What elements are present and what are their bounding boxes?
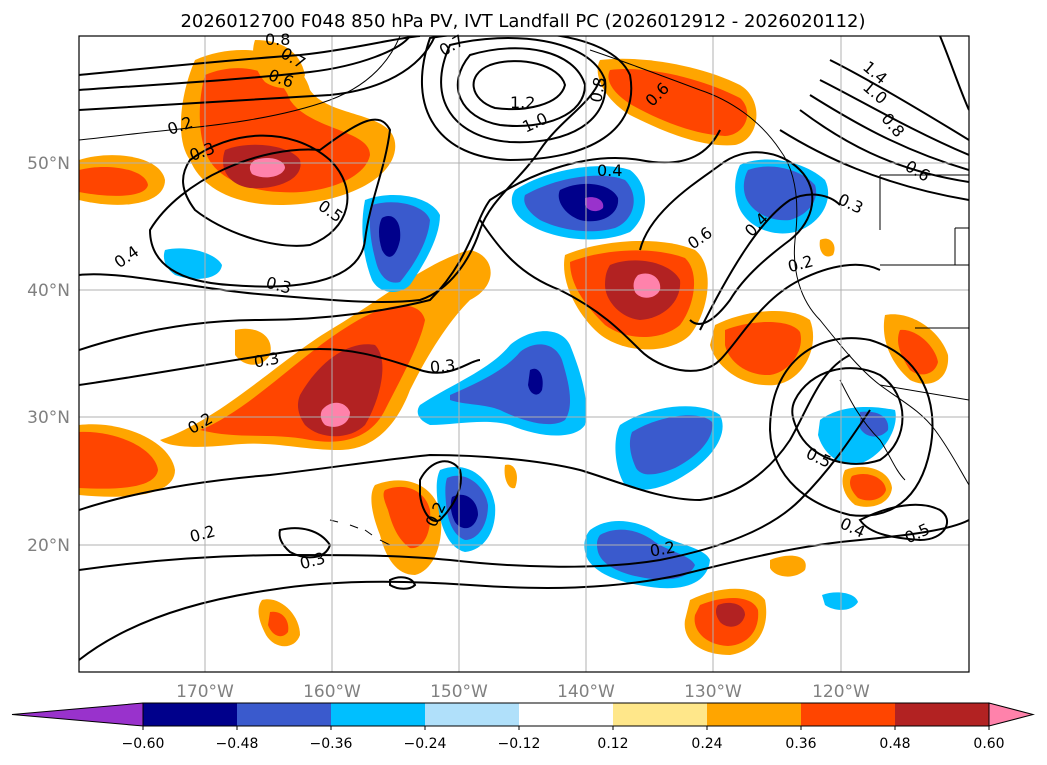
negative-pv-blobs — [163, 159, 896, 610]
contour-0.3-small — [278, 527, 332, 559]
contour-label: 0.3 — [429, 356, 456, 377]
coastline-north-america — [589, 49, 969, 486]
lat-tick-label: 20°N — [27, 536, 70, 556]
colorbar-tick-label: −0.12 — [498, 736, 541, 752]
contour-north-b — [79, 36, 411, 91]
contour-0.2-southlow — [79, 409, 871, 571]
lon-tick-labels: 170°W 160°W 150°W 140°W 130°W 120°W — [176, 682, 870, 702]
colorbar-bin — [237, 703, 332, 726]
graticule — [79, 36, 969, 672]
lon-tick-label: 140°W — [557, 682, 615, 702]
coastline-alaska — [79, 36, 401, 141]
colorbar-extend-high — [988, 702, 1035, 727]
colorbar-tick-label: 0.36 — [785, 736, 816, 752]
colorbar-tick-label: −0.60 — [122, 736, 165, 752]
border-lines — [879, 174, 969, 401]
contour-small-loop — [389, 576, 417, 590]
contour-label: 0.8 — [265, 30, 290, 49]
contour-high-0.7 — [421, 36, 633, 162]
figure-title: 2026012700 F048 850 hPa PV, IVT Landfall… — [180, 11, 865, 32]
contour-1.4 — [829, 59, 969, 141]
colorbar-outline — [142, 702, 990, 727]
contour-0.3-east — [479, 219, 881, 372]
contour-north-a — [79, 36, 421, 76]
colorbar-bin — [331, 703, 426, 726]
contour-0.5-baja — [791, 367, 904, 465]
contour-ne-edge — [939, 36, 969, 111]
colorbar-tick-label: 0.60 — [973, 736, 1004, 752]
colorbar-tick-label: 0.12 — [597, 736, 628, 752]
colorbar-tick-label: −0.36 — [310, 736, 353, 752]
colorbar-extend-low — [11, 702, 144, 727]
positive-pv-south — [258, 238, 835, 655]
contour-label: 0.4 — [597, 161, 622, 180]
contour-high-1.2 — [472, 60, 567, 111]
lat-tick-label: 50°N — [27, 154, 70, 174]
contour-0.5-ne — [779, 129, 969, 201]
colorbar-bin — [425, 703, 520, 726]
colorbar: −0.60 −0.48 −0.36 −0.24 −0.12 0.12 0.24 0.36 0.4… — [11, 702, 1035, 752]
contour-north-c — [79, 36, 436, 111]
contour-label: 0.3 — [252, 348, 280, 371]
contour-0.5-se — [858, 503, 949, 542]
colorbar-tick-label: 0.24 — [691, 736, 722, 752]
map-panel: 1.2 1.0 0.8 0.7 0.6 0.8 0.7 0.6 0.2 0.3 … — [78, 30, 970, 673]
lon-tick-label: 130°W — [684, 682, 742, 702]
positive-pv-left-edge — [79, 155, 175, 497]
contour-0.6-east — [639, 151, 814, 325]
lon-tick-label: 170°W — [176, 682, 234, 702]
contour-0.2-south — [79, 354, 851, 511]
contour-1.0-ne — [819, 79, 969, 156]
colorbar-bin — [801, 703, 896, 726]
lat-tick-label: 40°N — [27, 281, 70, 301]
lat-tick-label: 30°N — [27, 408, 70, 428]
positive-pv-california — [710, 310, 949, 507]
lat-tick-labels: 50°N 40°N 30°N 20°N — [27, 154, 70, 556]
contour-0.8-ne — [809, 94, 969, 171]
contour-high-1.0 — [456, 47, 587, 127]
contour-0.4-coast — [699, 193, 841, 331]
coastline-baja — [839, 379, 906, 481]
colorbar-bin — [707, 703, 802, 726]
contour-0.3-mid — [79, 129, 721, 351]
contour-0.2-mid — [79, 348, 481, 386]
contour-0.6-ne — [799, 109, 969, 183]
coastlines — [79, 36, 969, 546]
colorbar-tick-label: 0.48 — [879, 736, 910, 752]
colorbar-bin — [143, 703, 238, 726]
colorbar-bin — [613, 703, 708, 726]
colorbar-tick-label: −0.24 — [404, 736, 447, 752]
contour-label: 0.8 — [586, 76, 609, 104]
contour-label: 0.2 — [648, 537, 676, 560]
colorbar-bin — [519, 703, 614, 726]
contour-label: 1.2 — [510, 93, 535, 112]
lon-tick-label: 150°W — [430, 682, 488, 702]
contour-0.4-nw — [148, 118, 392, 288]
contour-0.2-islands — [419, 460, 462, 522]
lon-tick-label: 160°W — [303, 682, 361, 702]
contour-0.4-baja — [768, 337, 934, 517]
contour-0.1-bottom — [79, 519, 969, 661]
map-frame — [78, 35, 970, 673]
contour-0.5-nw — [182, 134, 349, 247]
lon-tick-label: 120°W — [812, 682, 870, 702]
colorbar-tick-label: −0.48 — [216, 736, 259, 752]
contour-lines — [79, 36, 969, 661]
hawaii-islands — [329, 519, 391, 546]
colorbar-bin — [895, 703, 990, 726]
